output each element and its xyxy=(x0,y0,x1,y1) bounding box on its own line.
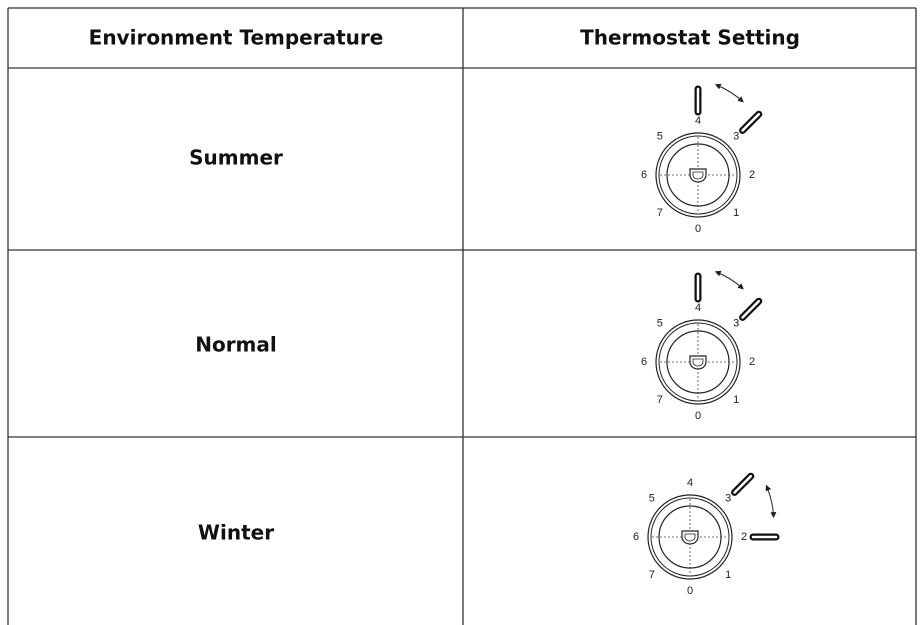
dial-number: 0 xyxy=(695,410,701,422)
dial-number: 3 xyxy=(733,318,739,330)
dial-knob xyxy=(690,169,706,182)
dial-number: 2 xyxy=(741,531,747,543)
dial-knob xyxy=(690,356,706,369)
dial-number: 6 xyxy=(641,169,647,181)
thermostat-dial: 0 1 2 3 4 5 6 7 xyxy=(641,85,759,235)
dial-knob xyxy=(682,531,698,544)
dial-number: 7 xyxy=(657,207,663,219)
thermostat-dial: 0 1 2 3 4 5 6 7 xyxy=(633,476,776,597)
table-borders xyxy=(8,8,916,625)
dial-number: 4 xyxy=(695,115,701,127)
dial-number: 0 xyxy=(687,585,693,597)
dial-number: 4 xyxy=(695,302,701,314)
dial-number: 3 xyxy=(733,131,739,143)
dial-number: 5 xyxy=(649,493,655,505)
column-header: Environment Temperature xyxy=(89,26,384,50)
row-label: Normal xyxy=(195,333,277,357)
pointer-inner xyxy=(735,476,751,492)
thermostat-dial: 0 1 2 3 4 5 6 7 xyxy=(641,272,759,422)
rotation-arrow xyxy=(766,486,773,517)
dial-number: 2 xyxy=(749,356,755,368)
rotation-arrow xyxy=(716,272,743,289)
dial-number: 4 xyxy=(687,477,693,489)
pointer-inner xyxy=(743,301,759,317)
dial-number: 7 xyxy=(649,569,655,581)
dial-number: 6 xyxy=(633,531,639,543)
thermostat-table: Environment Temperature Thermostat Setti… xyxy=(0,0,924,625)
column-header: Thermostat Setting xyxy=(580,26,800,50)
dial-number: 3 xyxy=(725,493,731,505)
dial-number: 6 xyxy=(641,356,647,368)
dial-number: 2 xyxy=(749,169,755,181)
dial-number: 0 xyxy=(695,223,701,235)
pointer-inner xyxy=(743,114,759,130)
row-label: Winter xyxy=(198,521,274,545)
page: Environment Temperature Thermostat Setti… xyxy=(0,0,924,625)
dial-number: 1 xyxy=(733,207,739,219)
row-label: Summer xyxy=(189,146,283,170)
rotation-arrow xyxy=(716,85,743,102)
dial-number: 5 xyxy=(657,318,663,330)
dial-number: 7 xyxy=(657,394,663,406)
dial-number: 5 xyxy=(657,131,663,143)
dial-number: 1 xyxy=(725,569,731,581)
dial-number: 1 xyxy=(733,394,739,406)
